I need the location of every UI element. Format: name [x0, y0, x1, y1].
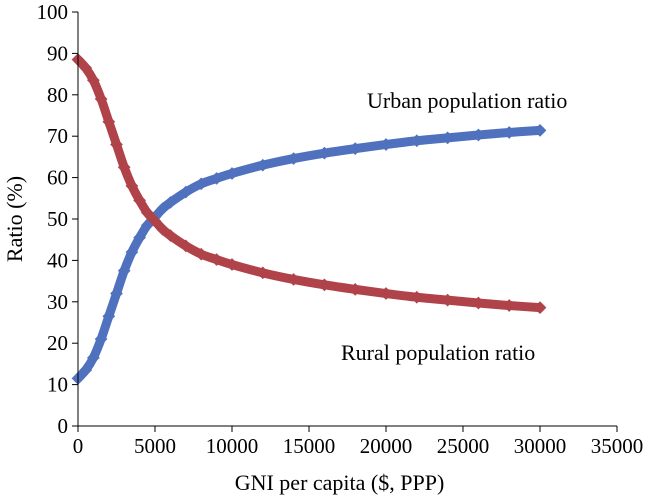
rural-series-label: Rural population ratio — [341, 340, 535, 365]
y-tick-label: 10 — [47, 373, 68, 397]
data-point — [148, 214, 162, 228]
y-tick-label: 90 — [47, 41, 68, 65]
data-point — [348, 283, 362, 296]
x-tick-label: 15000 — [283, 434, 336, 458]
data-point — [225, 258, 239, 271]
data-point — [179, 239, 193, 253]
data-point — [87, 351, 100, 365]
x-tick-label: 20000 — [360, 434, 413, 458]
data-point — [348, 142, 362, 155]
data-point — [194, 247, 208, 261]
data-point — [194, 177, 208, 191]
data-point — [156, 202, 170, 216]
x-axis-title: GNI per capita ($, PPP) — [235, 470, 445, 495]
data-point — [318, 146, 331, 160]
data-point — [410, 290, 424, 304]
data-point — [379, 287, 393, 300]
data-point — [164, 229, 177, 242]
plot-area — [71, 53, 547, 385]
data-point — [164, 196, 177, 209]
x-tick-label: 25000 — [437, 434, 490, 458]
data-point — [133, 231, 146, 244]
data-point — [256, 158, 270, 172]
urban-series-label: Urban population ratio — [367, 88, 567, 113]
data-point — [110, 287, 123, 300]
y-axis-title: Ratio (%) — [2, 176, 27, 262]
y-tick-label: 20 — [47, 331, 68, 355]
y-tick-label: 50 — [47, 207, 68, 231]
data-point — [287, 152, 300, 165]
data-point — [410, 134, 424, 148]
data-point — [225, 167, 239, 180]
x-tick-label: 35000 — [591, 434, 644, 458]
axes: 0 10 20 30 40 50 60 70 80 90 100 0 5000 10000 15000 200… — [37, 0, 644, 458]
y-tick-label: 60 — [47, 166, 68, 190]
data-point — [472, 128, 485, 142]
data-point — [179, 185, 193, 199]
series-urban — [71, 124, 547, 385]
data-point — [441, 293, 454, 307]
x-tick-label: 0 — [73, 434, 84, 458]
data-point — [117, 264, 131, 278]
data-point — [210, 172, 223, 185]
data-point — [156, 222, 170, 236]
data-point — [133, 194, 146, 207]
data-point — [140, 206, 154, 220]
data-point — [379, 138, 393, 151]
data-point — [472, 296, 485, 310]
y-tick-label: 100 — [37, 0, 69, 24]
data-point — [287, 273, 300, 286]
data-point — [110, 138, 123, 151]
y-tick-label: 70 — [47, 124, 68, 148]
data-point — [79, 363, 93, 377]
y-tick-label: 0 — [58, 414, 69, 438]
y-tick-label: 80 — [47, 83, 68, 107]
y-tick-label: 30 — [47, 290, 68, 314]
data-point — [117, 160, 131, 174]
x-tick-label: 10000 — [206, 434, 259, 458]
data-point — [318, 278, 331, 292]
x-tick-label: 5000 — [134, 434, 176, 458]
data-point — [102, 309, 116, 323]
data-point — [441, 131, 454, 145]
series-rural — [71, 53, 547, 314]
data-point — [94, 332, 108, 346]
y-tick-label: 40 — [47, 248, 68, 272]
x-tick-label: 30000 — [514, 434, 567, 458]
data-point — [256, 266, 270, 280]
